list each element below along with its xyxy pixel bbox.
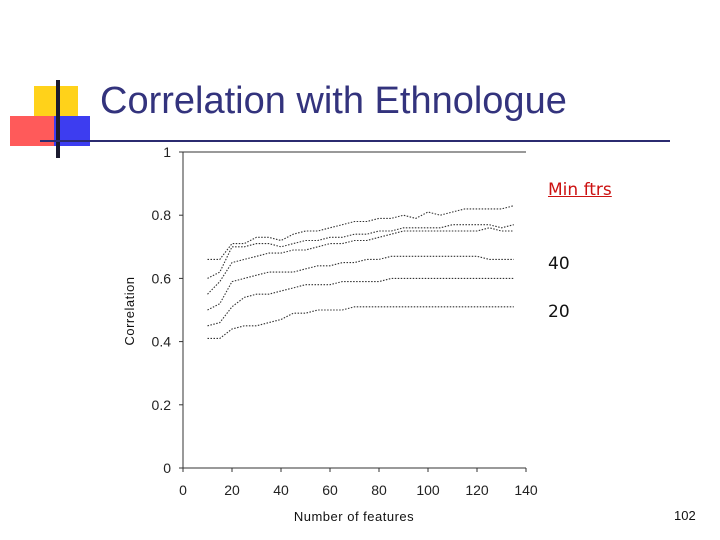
series-line-1	[207, 205, 514, 260]
x-tick-label: 140	[514, 482, 538, 498]
x-tick-label: 60	[322, 482, 338, 498]
series-lines	[207, 205, 514, 339]
slide-title: Correlation with Ethnologue	[100, 80, 567, 122]
x-tick-label: 40	[273, 482, 289, 498]
x-axis-title: Number of features	[294, 509, 414, 524]
series-line-2	[207, 224, 514, 279]
tick-labels: 0 20 40 60 80 100 120 140 0 0.2 0.4 0.6 0.8 1	[152, 144, 538, 498]
legend-item-40: 40	[548, 254, 570, 274]
x-tick-label: 20	[224, 482, 240, 498]
x-tick-label: 80	[371, 482, 387, 498]
y-tick-label: 0.4	[152, 334, 172, 350]
series-line-6	[207, 306, 514, 339]
x-tick-label: 0	[179, 482, 187, 498]
series-line-5	[207, 277, 514, 327]
series-line-4	[207, 255, 514, 311]
y-tick-label: 0	[163, 460, 171, 476]
decor-vertical-bar	[56, 80, 60, 158]
chart-axes	[179, 151, 527, 472]
y-tick-label: 1	[163, 144, 171, 160]
slide-number: 102	[674, 508, 696, 523]
x-tick-label: 120	[465, 482, 489, 498]
series-line-3	[207, 227, 514, 295]
title-underline	[40, 140, 670, 142]
legend-item-20: 20	[548, 302, 570, 322]
y-tick-label: 0.2	[152, 397, 172, 413]
x-tick-label: 100	[416, 482, 440, 498]
y-tick-label: 0.8	[152, 207, 172, 223]
y-tick-label: 0.6	[152, 270, 172, 286]
legend-header: Min ftrs	[548, 180, 612, 200]
y-axis-title: Correlation	[122, 276, 137, 345]
